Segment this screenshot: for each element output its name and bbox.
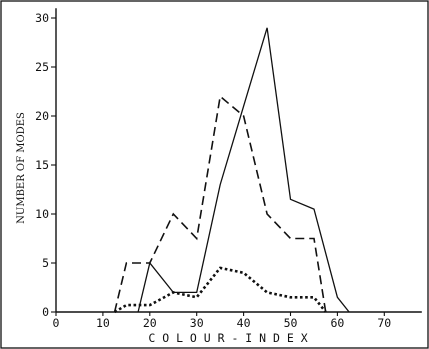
x-tick-label: 10 (96, 316, 110, 330)
y-tick-label: 25 (35, 60, 49, 74)
x-axis-ticks: 0 10 20 30 40 50 60 70 (53, 312, 391, 330)
x-tick-label: 0 (53, 316, 60, 330)
y-axis-ticks: 0 5 10 15 20 25 30 (35, 11, 56, 319)
x-tick-label: 50 (284, 316, 298, 330)
y-axis-label: NUMBER OF MODES (16, 112, 27, 224)
x-tick-label: 30 (190, 316, 204, 330)
y-tick-label: 30 (35, 11, 49, 25)
y-tick-label: 5 (42, 256, 49, 270)
x-tick-label: 20 (143, 316, 157, 330)
y-tick-label: 10 (35, 207, 49, 221)
y-tick-label: 20 (35, 109, 49, 123)
x-axis-label: C O L O U R - I N D E X (148, 331, 307, 345)
y-tick-label: 0 (42, 305, 49, 319)
series-line-dashed (113, 94, 327, 313)
x-tick-label: 60 (330, 316, 344, 330)
y-tick-label: 15 (35, 158, 49, 172)
axes (55, 8, 422, 313)
x-tick-label: 70 (377, 316, 391, 330)
series-line-dotted (113, 266, 327, 314)
x-tick-label: 40 (237, 316, 251, 330)
series-layer (113, 27, 350, 314)
series-line-solid (137, 27, 350, 313)
